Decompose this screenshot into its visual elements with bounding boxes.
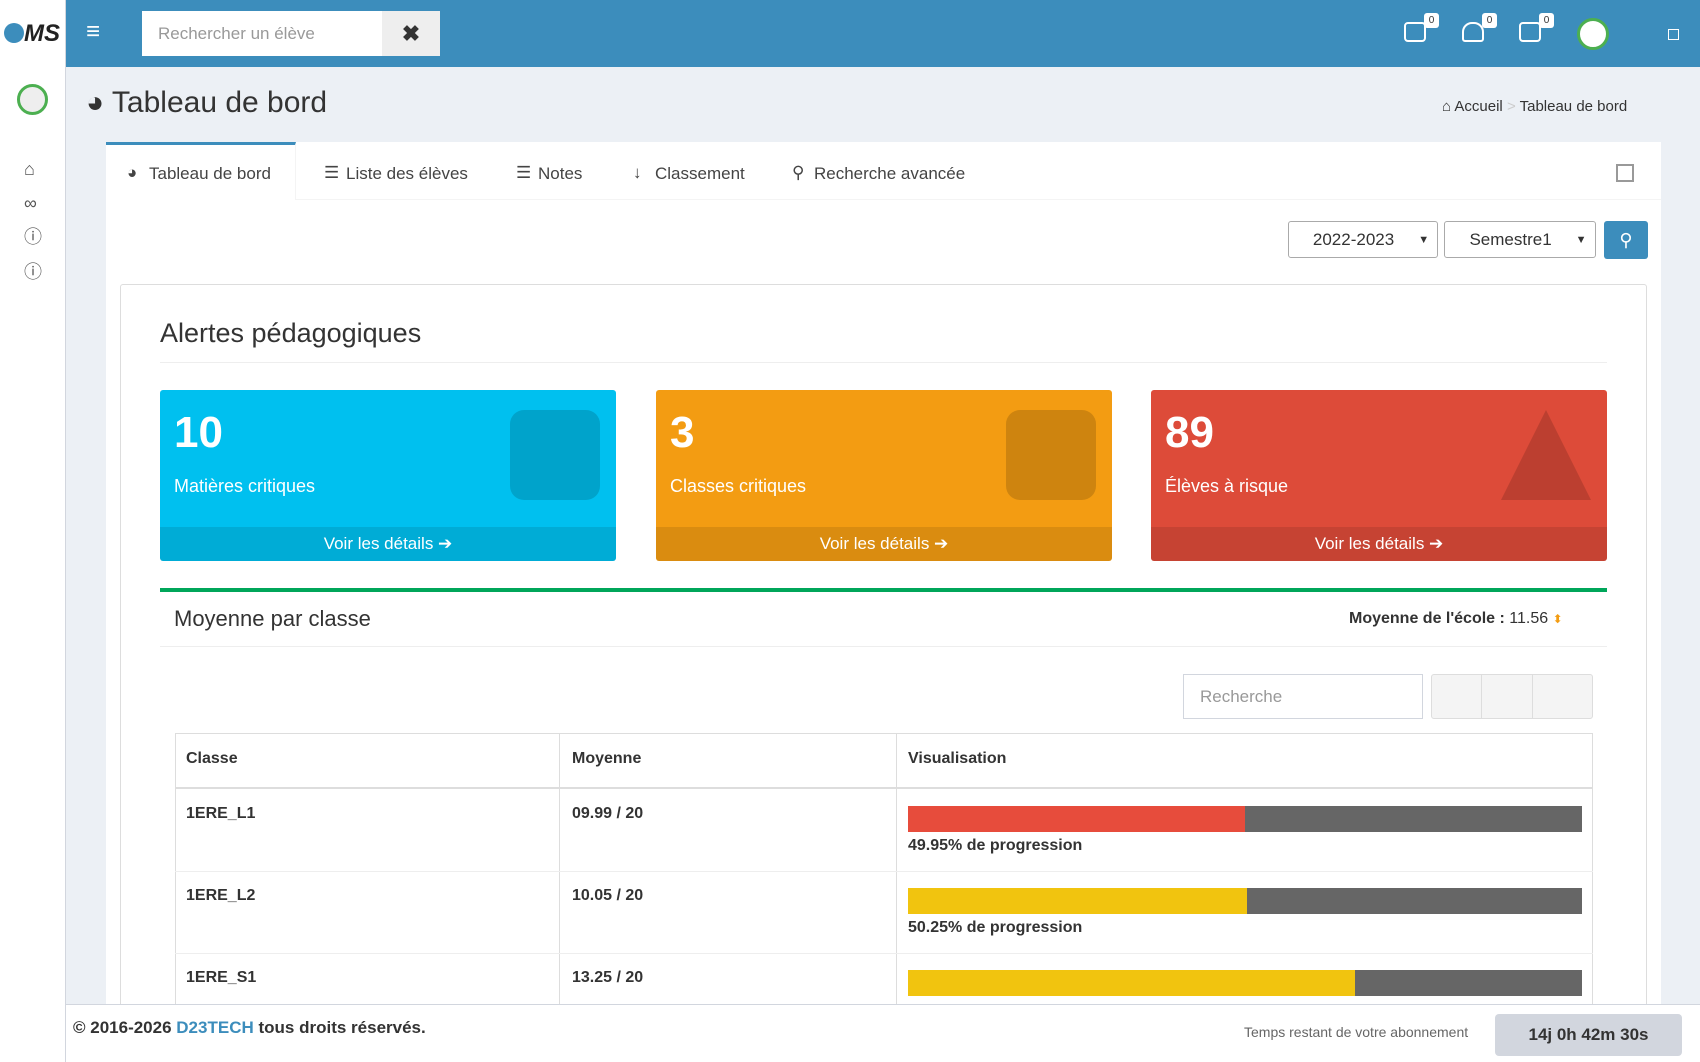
class-name: 1ERE_S1 <box>186 969 257 986</box>
card-link[interactable]: Voir les détails ➔ <box>160 527 616 561</box>
breadcrumb-current: Tableau de bord <box>1519 98 1628 115</box>
page-title-text: Tableau de bord <box>111 86 328 119</box>
card-link-text: Voir les détails <box>323 534 434 553</box>
card-icon <box>510 410 600 500</box>
tabs <box>106 142 1661 200</box>
column-header: Classe <box>186 750 238 767</box>
table-tools[interactable] <box>1431 674 1593 719</box>
card-label: Classes critiques <box>670 476 807 496</box>
card-label: Matières critiques <box>174 476 316 496</box>
header-icon[interactable] <box>1462 22 1484 42</box>
averages-top-border <box>160 588 1607 592</box>
tab-icon: ☰ <box>324 163 340 182</box>
school-average-value: 11.56 <box>1509 610 1549 627</box>
divider <box>160 362 1607 363</box>
row-border <box>175 953 1593 954</box>
tab-icon: ↓ <box>633 163 642 182</box>
fullscreen[interactable] <box>1668 29 1679 40</box>
badge: 0 <box>1424 13 1439 28</box>
card-count: 3 <box>670 408 695 457</box>
card-count: 89 <box>1165 408 1214 457</box>
copyright-year: © 2016-2026 <box>73 1018 172 1037</box>
progress-bar <box>908 970 1355 996</box>
card-link-text: Voir les détails <box>819 534 930 553</box>
badge: 0 <box>1482 13 1497 28</box>
card-count: 10 <box>174 408 223 457</box>
row-border <box>175 871 1593 872</box>
class-average: 09.99 / 20 <box>572 805 644 822</box>
alerts-title: Alertes pédagogiques <box>160 318 422 348</box>
progress-label: 49.95% de progression <box>908 837 1083 854</box>
year-select[interactable]: 2022-2023 ▼ <box>1288 221 1438 258</box>
column-header: Moyenne <box>572 750 642 767</box>
school-average-label: Moyenne de l'école : <box>1349 610 1505 627</box>
tab-icon: ⚲ <box>792 163 805 182</box>
breadcrumb-home[interactable]: Accueil <box>1454 98 1503 115</box>
column-header: Visualisation <box>908 750 1007 767</box>
card-link[interactable]: Voir les détails ➔ <box>656 527 1112 561</box>
copyright: © 2016-2026 D23TECH tous droits réservés… <box>73 1018 426 1038</box>
tab-icon: ☰ <box>516 163 532 182</box>
active-tab <box>106 142 296 200</box>
class-average: 10.05 / 20 <box>572 887 644 904</box>
filter-search-button[interactable]: ⚲ <box>1604 221 1648 259</box>
sidebar <box>0 0 66 1062</box>
header-icon[interactable] <box>1404 22 1426 42</box>
card-link-text: Voir les détails <box>1314 534 1425 553</box>
tab-icon: ◕ <box>127 163 138 182</box>
semester-select[interactable]: Semestre1 ▼ <box>1444 221 1596 258</box>
logo[interactable]: MS <box>4 20 60 48</box>
tab[interactable]: Notes <box>538 164 583 183</box>
tab[interactable]: Tableau de bord <box>149 164 271 183</box>
column-border <box>559 733 560 1033</box>
class-name: 1ERE_L2 <box>186 887 256 904</box>
sidebar-avatar <box>17 84 48 115</box>
column-border <box>896 733 897 1033</box>
header-icon[interactable] <box>1519 22 1541 42</box>
school-average: Moyenne de l'école : 11.56 ⬍ <box>1349 610 1563 627</box>
class-average: 13.25 / 20 <box>572 969 644 986</box>
footer <box>66 1004 1700 1062</box>
card-link[interactable]: Voir les détails ➔ <box>1151 527 1607 561</box>
class-name: 1ERE_L1 <box>186 805 256 822</box>
tab[interactable]: Recherche avancée <box>814 164 966 183</box>
badge: 0 <box>1539 13 1554 28</box>
company-link[interactable]: D23TECH <box>176 1018 254 1037</box>
student-search[interactable]: Rechercher un élève <box>142 11 382 56</box>
alert-card[interactable]: Voir les détails ➔ <box>656 390 1112 561</box>
averages-title: Moyenne par classe <box>174 606 371 631</box>
calculator-icon[interactable] <box>1616 164 1634 182</box>
clear-search[interactable]: ✖ <box>382 11 440 56</box>
divider <box>160 646 1607 647</box>
progress-bar <box>908 806 1245 832</box>
subscription-label: Temps restant de votre abonnement <box>1244 1024 1469 1040</box>
progress-label: 50.25% de progression <box>908 919 1083 936</box>
table-header-border <box>175 787 1593 789</box>
logo-text: MS <box>24 20 60 47</box>
year-value: 2022-2023 <box>1312 229 1395 249</box>
menu-toggle[interactable]: ≡ <box>86 18 101 45</box>
breadcrumb: ⌂ Accueil > Tableau de bord <box>1442 98 1628 115</box>
sidebar-icons[interactable]: ⌂ ∞ ⓘ ⓘ <box>24 159 42 282</box>
alert-card[interactable]: Voir les détails ➔ <box>160 390 616 561</box>
progress-bar <box>908 888 1247 914</box>
card-label: Élèves à risque <box>1165 476 1289 496</box>
card-icon <box>1006 410 1096 500</box>
user-avatar[interactable] <box>1577 18 1609 50</box>
page-title: ◕ Tableau de bord <box>86 86 328 119</box>
rights: tous droits réservés. <box>258 1018 426 1037</box>
tab[interactable]: Liste des élèves <box>346 164 468 183</box>
alert-card[interactable]: Voir les détails ➔ <box>1151 390 1607 561</box>
tab[interactable]: Classement <box>655 164 745 183</box>
subscription-time: 14j 0h 42m 30s <box>1495 1014 1682 1056</box>
table-search[interactable]: Recherche <box>1183 674 1423 719</box>
semester-value: Semestre1 <box>1469 229 1552 249</box>
